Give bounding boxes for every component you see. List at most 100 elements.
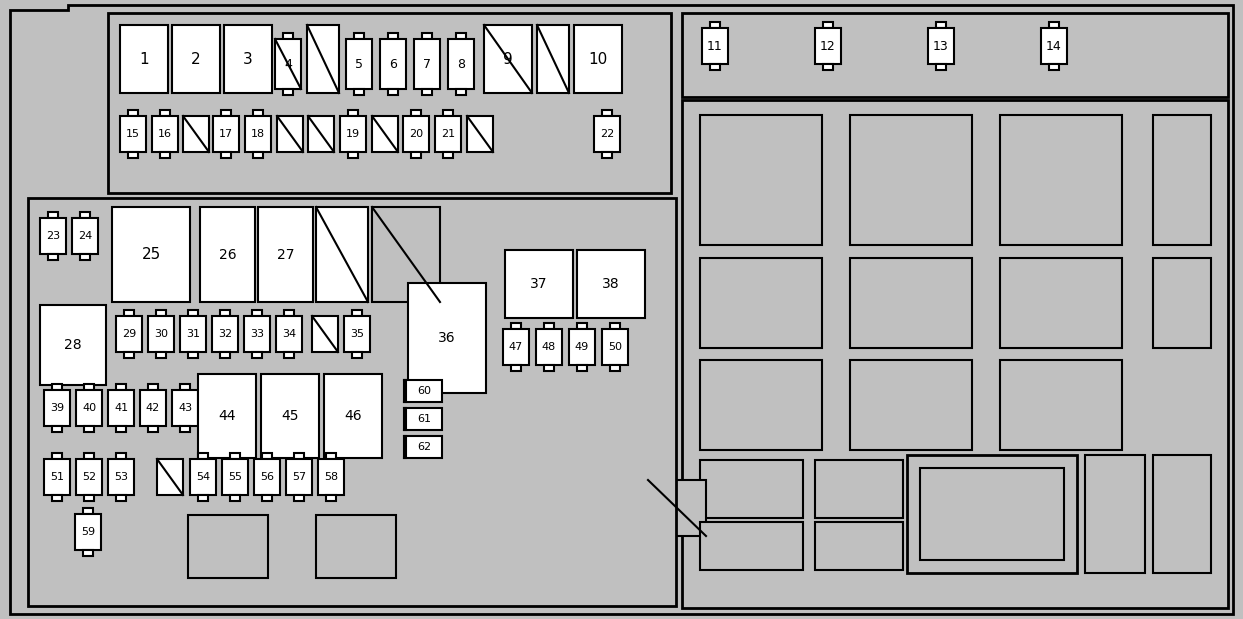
Bar (121, 25, 168, 93)
Bar (52, 453, 62, 459)
Bar (372, 116, 398, 152)
Text: 5: 5 (355, 58, 363, 71)
Bar (254, 152, 264, 158)
Bar (52, 495, 62, 501)
Bar (850, 115, 972, 245)
Bar (815, 460, 902, 518)
Bar (467, 116, 493, 152)
Bar (40, 218, 66, 254)
Bar (700, 115, 822, 245)
Text: 54: 54 (196, 472, 210, 482)
Bar (200, 207, 255, 302)
Text: 57: 57 (292, 472, 306, 482)
Text: 35: 35 (351, 329, 364, 339)
Text: 21: 21 (441, 129, 455, 139)
Bar (850, 360, 972, 450)
Bar (116, 426, 126, 432)
Bar (108, 13, 671, 193)
Bar (316, 207, 368, 302)
Bar (815, 28, 842, 64)
Bar (188, 310, 198, 316)
Text: 30: 30 (154, 329, 168, 339)
Bar (316, 515, 397, 578)
Bar (406, 380, 443, 402)
Text: 18: 18 (251, 129, 265, 139)
Bar (936, 22, 946, 28)
Text: 46: 46 (344, 409, 362, 423)
Bar (326, 453, 336, 459)
Bar (537, 25, 569, 93)
Text: 36: 36 (439, 331, 456, 345)
Bar (920, 468, 1064, 560)
Bar (682, 13, 1228, 97)
Bar (511, 365, 521, 371)
Bar (929, 28, 953, 64)
Bar (443, 110, 452, 116)
Bar (456, 89, 466, 95)
Text: 17: 17 (219, 129, 234, 139)
Bar (388, 89, 398, 95)
Bar (544, 365, 554, 371)
Text: 7: 7 (423, 58, 431, 71)
Bar (577, 250, 645, 318)
Bar (124, 310, 134, 316)
Bar (108, 459, 134, 495)
Text: 8: 8 (457, 58, 465, 71)
Text: 19: 19 (346, 129, 360, 139)
Bar (283, 310, 295, 316)
Bar (456, 33, 466, 39)
Bar (259, 207, 313, 302)
Text: 13: 13 (933, 40, 948, 53)
Bar (1001, 360, 1122, 450)
Text: 62: 62 (416, 442, 431, 452)
Bar (221, 152, 231, 158)
Text: 53: 53 (114, 472, 128, 482)
Bar (83, 508, 93, 514)
Bar (569, 329, 595, 365)
Text: 61: 61 (416, 414, 431, 424)
Text: 38: 38 (602, 277, 620, 291)
Bar (222, 459, 249, 495)
Bar (140, 390, 167, 426)
Bar (188, 352, 198, 358)
Bar (262, 495, 272, 501)
Text: 6: 6 (389, 58, 397, 71)
Bar (198, 374, 256, 458)
Bar (348, 110, 358, 116)
Text: 44: 44 (219, 409, 236, 423)
Bar (252, 310, 262, 316)
Text: 52: 52 (82, 472, 96, 482)
Text: 29: 29 (122, 329, 137, 339)
Text: 32: 32 (218, 329, 232, 339)
Bar (72, 218, 98, 254)
Bar (148, 384, 158, 390)
Bar (594, 116, 620, 152)
Bar (1154, 455, 1211, 573)
Bar (312, 316, 338, 352)
Bar (406, 408, 443, 430)
Bar (318, 459, 344, 495)
Text: 14: 14 (1047, 40, 1062, 53)
Bar (252, 352, 262, 358)
Bar (423, 89, 433, 95)
Text: 26: 26 (219, 248, 236, 261)
Bar (148, 316, 174, 352)
Bar (1049, 64, 1059, 70)
Bar (577, 323, 587, 329)
Text: 15: 15 (126, 129, 140, 139)
Bar (262, 453, 272, 459)
Bar (261, 374, 319, 458)
Text: 48: 48 (542, 342, 556, 352)
Text: 31: 31 (186, 329, 200, 339)
Bar (710, 64, 720, 70)
Bar (295, 495, 305, 501)
Bar (275, 39, 301, 89)
Bar (700, 258, 822, 348)
Bar (544, 323, 554, 329)
Bar (128, 152, 138, 158)
Bar (815, 522, 902, 570)
Bar (198, 495, 208, 501)
Bar (414, 39, 440, 89)
Bar (411, 110, 421, 116)
Bar (326, 495, 336, 501)
